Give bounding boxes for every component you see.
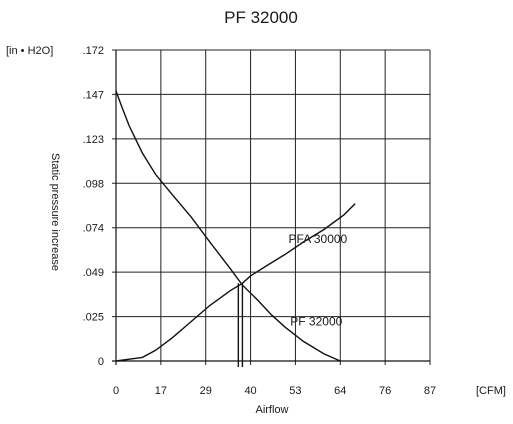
x-tick-label: 76 [379,385,391,397]
x-tick-label: 0 [113,385,119,397]
y-tick-label: .074 [83,223,104,235]
series-labels: PF 32000 PFA 30000 [289,232,348,329]
series-lines [115,90,356,367]
y-tick-label: .123 [83,134,104,146]
y-tick-label: .025 [83,312,104,324]
grid [112,49,431,365]
x-tick-label: 29 [200,385,212,397]
x-axis-title: Airflow [255,404,288,416]
x-unit-label: [CFM] [476,385,506,397]
chart-title: PF 32000 [224,8,298,27]
y-tick-label: .172 [83,45,104,57]
y-tick-label: .147 [83,89,104,101]
y-tick-label: 0 [98,356,104,368]
x-tick-label: 64 [334,385,346,397]
x-tick-label: 40 [244,385,256,397]
y-tick-label: .049 [83,267,104,279]
y-axis-title: Static pressure increase [49,153,61,271]
x-tick-label: 87 [424,385,436,397]
series-line-pfa-30000 [115,203,356,362]
y-tick-label: .098 [83,178,104,190]
y-unit-label: [in • H2O] [6,45,53,57]
x-tick-label: 17 [155,385,167,397]
x-tick-label: 53 [289,385,301,397]
series-label: PFA 30000 [289,232,348,246]
series-label: PF 32000 [290,314,342,328]
series-line-pf-32000 [115,90,341,362]
tick-labels: 0 17 29 40 53 64 76 87 0 .025 .049 .074 .098 .123 .147… [83,45,437,397]
